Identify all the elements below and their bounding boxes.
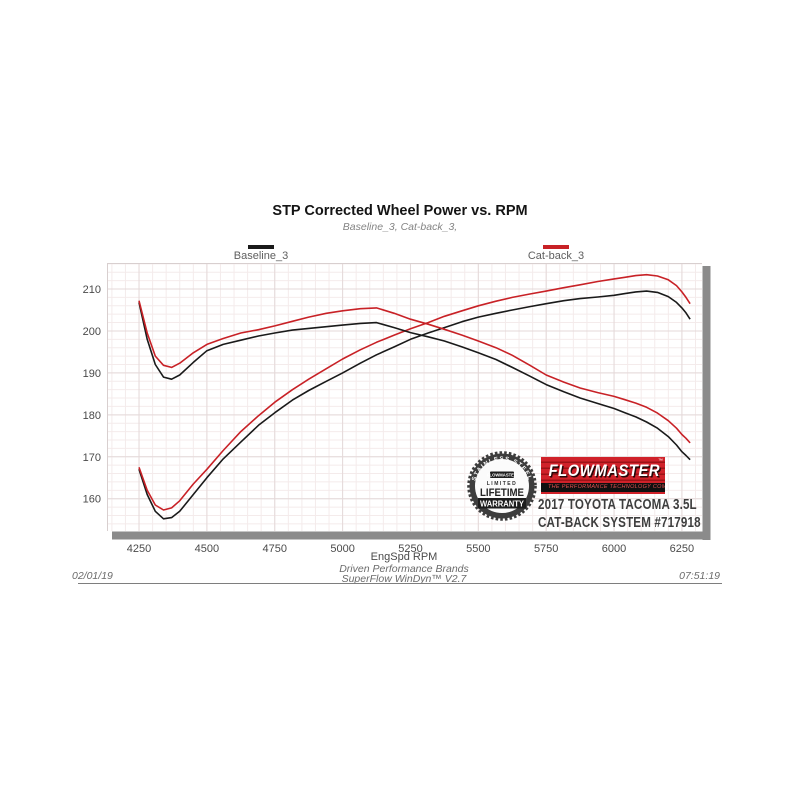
badge-scalloped-edge [467,451,537,521]
x-tick-label: 6250 [670,543,694,555]
flowmaster-tagline: THE PERFORMANCE TECHNOLOGY COMPANY [541,483,665,492]
cat-back-3-power-rising-curve-curve [138,273,691,511]
baseline-3-power-rising-curve-curve [138,290,691,520]
x-tick-label: 4750 [263,543,287,555]
right-axis-bar [702,266,711,540]
chart-title: STP Corrected Wheel Power vs. RPM [272,203,528,219]
y-tick-label: 170 [83,452,101,464]
flowmaster-logo-bottom-strip [541,492,665,494]
x-axis-label: EngSpd RPM [370,551,438,563]
badge-flowmaster-text: FLOWMASTER [487,473,517,478]
y-tick-label: 210 [83,284,101,296]
vehicle-description-line1: 2017 TOYOTA TACOMA 3.5L [538,497,697,513]
bottom-axis-bar [112,531,710,540]
cat-back-3-upper-falling-curve-curve [138,300,691,444]
x-tick-label: 6000 [602,543,626,555]
footer-brand-line: Driven Performance Brands [339,563,469,575]
flowmaster-logo-red-panel: FLOWMASTER ™ [541,457,665,483]
x-tick-label: 5250 [398,543,422,555]
y-tick-label: 190 [83,368,101,380]
x-tick-label: 5750 [534,543,558,555]
baseline-3-upper-falling-curve-curve [138,302,691,461]
chart-subtitle: Baseline_3, Cat-back_3, [342,221,458,233]
badge-warranty-text: WARRANTY [480,499,524,509]
date-stamp: 02/01/19 [72,570,113,582]
x-tick-label: 5000 [330,543,354,555]
footer-rule-line [78,583,722,584]
y-tick-label: 200 [83,326,101,338]
flowmaster-logo: FLOWMASTER ™ THE PERFORMANCE TECHNOLOGY … [541,457,665,494]
x-tick-label: 5500 [466,543,490,555]
time-stamp: 07:51:19 [679,570,720,582]
legend-swatch-catback [543,245,569,249]
vehicle-description-line2: CAT-BACK SYSTEM #717918 [538,515,701,531]
badge-flowmaster-bar [490,471,514,478]
legend-label-baseline: Baseline_3 [233,250,289,262]
x-tick-label: 4500 [195,543,219,555]
legend-swatch-baseline [248,245,274,249]
y-tick-label: 160 [83,494,101,506]
legend-label-catback: Cat-back_3 [527,250,585,262]
badge-warranty-bar [478,498,526,509]
footer-software-line: SuperFlow WinDyn™ V2.7 [341,573,467,585]
trademark-symbol: ™ [658,458,663,464]
x-tick-label: 4250 [127,543,151,555]
curves-group [138,273,691,520]
lifetime-warranty-badge: STAINLESS STEEL FLOWMASTER LIMITED LIFET… [467,451,537,521]
flowmaster-brand-text: FLOWMASTER [548,461,661,480]
y-tick-label: 180 [83,410,101,422]
badge-lifetime-text: LIFETIME [480,487,524,499]
badge-limited-text: LIMITED [487,481,518,487]
